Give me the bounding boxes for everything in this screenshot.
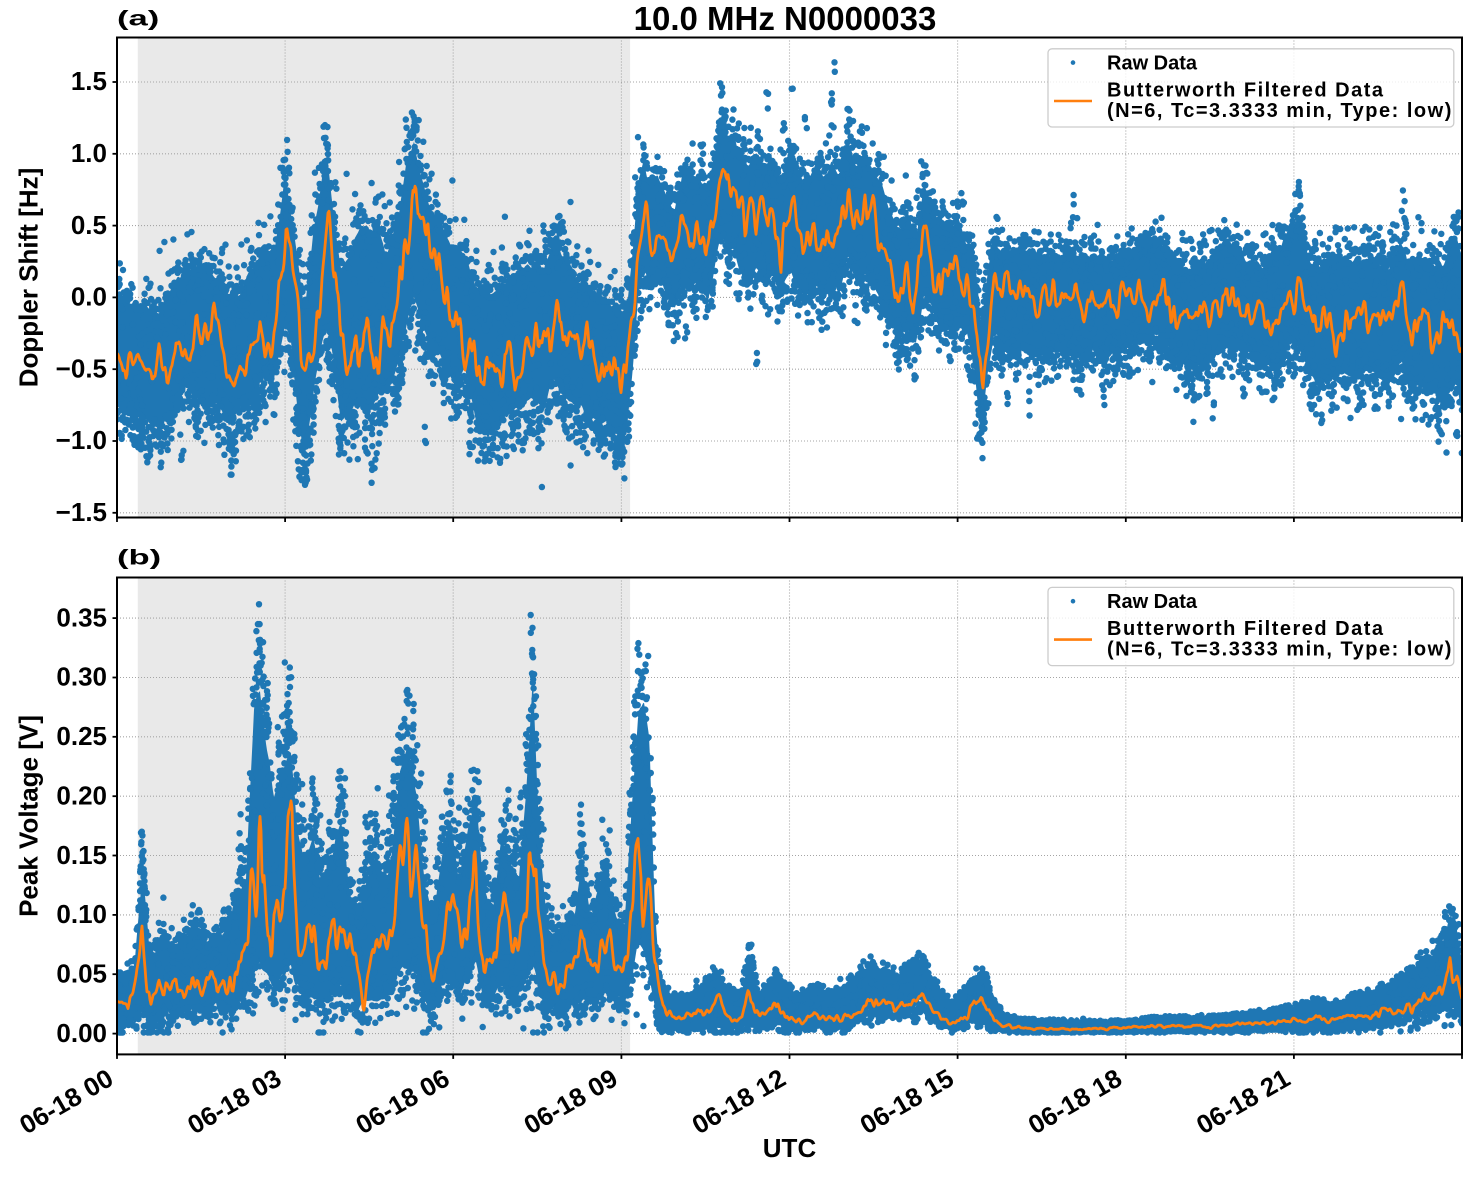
svg-text:Doppler Shift [Hz]: Doppler Shift [Hz]	[14, 168, 44, 388]
svg-text:0.0: 0.0	[71, 282, 107, 312]
svg-text:0.30: 0.30	[56, 662, 107, 692]
svg-text:−0.5: −0.5	[56, 353, 107, 383]
svg-text:0.15: 0.15	[56, 840, 107, 870]
svg-text:0.10: 0.10	[56, 899, 107, 929]
svg-text:(N=6, Tc=3.3333 min, Type: low: (N=6, Tc=3.3333 min, Type: low)	[1107, 100, 1453, 122]
svg-text:(N=6, Tc=3.3333 min, Type: low: (N=6, Tc=3.3333 min, Type: low)	[1107, 639, 1453, 661]
svg-text:Peak Voltage [V]: Peak Voltage [V]	[14, 715, 44, 917]
svg-text:1.0: 1.0	[71, 138, 107, 168]
svg-text:Raw Data: Raw Data	[1107, 52, 1198, 74]
svg-text:0.20: 0.20	[56, 780, 107, 810]
svg-text:−1.0: −1.0	[56, 425, 107, 455]
svg-text:0.00: 0.00	[56, 1018, 107, 1048]
svg-text:10.0 MHz N0000033: 10.0 MHz N0000033	[634, 0, 937, 37]
svg-text:(a): (a)	[117, 7, 159, 30]
svg-text:−1.5: −1.5	[56, 497, 107, 527]
svg-text:0.05: 0.05	[56, 958, 107, 988]
svg-text:0.5: 0.5	[71, 210, 107, 240]
svg-text:Butterworth Filtered Data: Butterworth Filtered Data	[1107, 79, 1385, 101]
svg-text:0.25: 0.25	[56, 721, 107, 751]
svg-text:(b): (b)	[117, 546, 161, 569]
svg-text:UTC: UTC	[763, 1133, 817, 1163]
svg-text:1.5: 1.5	[71, 66, 107, 96]
svg-text:Butterworth Filtered Data: Butterworth Filtered Data	[1107, 618, 1385, 640]
svg-text:Raw Data: Raw Data	[1107, 591, 1198, 613]
svg-text:0.35: 0.35	[56, 602, 107, 632]
